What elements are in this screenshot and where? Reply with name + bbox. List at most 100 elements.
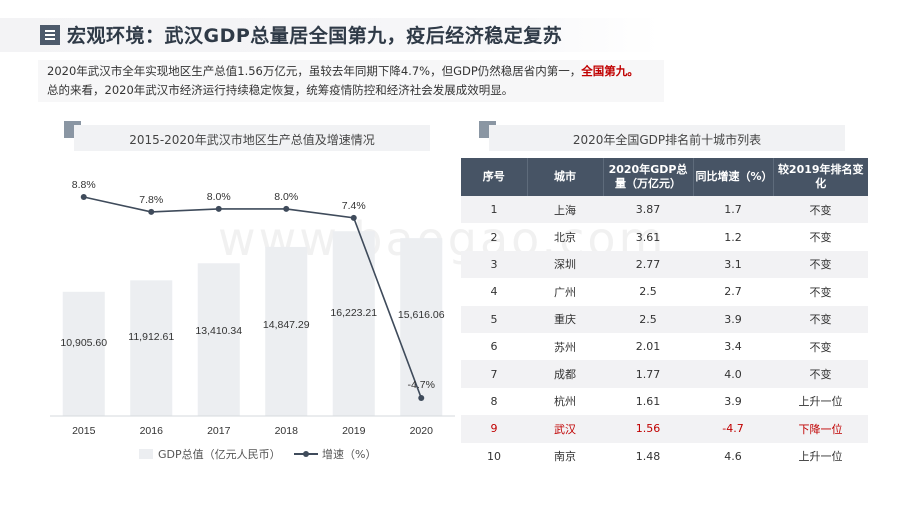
bar-value-label: 15,616.06: [398, 309, 445, 321]
growth-value-label: 8.0%: [207, 191, 231, 203]
cell-city: 苏州: [554, 340, 576, 354]
cell-city: 上海: [527, 196, 603, 224]
table-row: 7 成都 1.77 4.0 不变: [461, 360, 868, 388]
col-header-rank-change: 较2019年排名变化: [773, 158, 868, 196]
bar-value-label: 10,905.60: [60, 337, 107, 349]
summary-box: 2020年武汉市全年实现地区生产总值1.56万亿元，虽较去年同期下降4.7%，但…: [38, 60, 664, 102]
gdp-ranking-table: 序号 城市 2020年GDP总量（万亿元） 同比增速（%） 较2019年排名变化…: [461, 158, 868, 470]
cell-city: 深圳: [527, 250, 603, 279]
cell-city: 重庆: [527, 305, 603, 333]
x-tick-label: 2018: [275, 425, 299, 437]
x-tick-label: 2017: [207, 425, 231, 437]
table-row: 9 武汉 1.56 -4.7 下降一位: [461, 415, 868, 443]
cell-growth: 3.9: [724, 394, 742, 408]
col-header-city: 城市: [527, 158, 604, 196]
cell-city: 杭州: [554, 395, 576, 409]
legend-bar-label: GDP总值（亿元人民币）: [158, 448, 281, 461]
cell-gdp: 2.5: [603, 305, 693, 333]
cell-growth: 3.4: [724, 340, 742, 354]
cell-city: 广州: [554, 285, 576, 299]
table-row: 1 上海 3.87 1.7 不变: [461, 196, 868, 224]
cell-growth: 3.1: [693, 250, 773, 279]
cell-city: 南京: [554, 450, 576, 464]
summary-line-1-text: 2020年武汉市全年实现地区生产总值1.56万亿元，虽较去年同期下降4.7%，但…: [47, 64, 582, 78]
cell-gdp: 1.61: [635, 394, 661, 408]
cell-city: 武汉: [527, 415, 603, 443]
cell-rank: 5: [461, 305, 527, 333]
bar-value-label: 16,223.21: [330, 307, 377, 319]
cell-rank-change: 上升一位: [798, 395, 843, 409]
table-row: 3 深圳 2.77 3.1 不变: [461, 250, 868, 279]
bar: [62, 291, 105, 416]
cell-rank-change: 不变: [773, 196, 868, 224]
menu-icon: [40, 25, 60, 45]
growth-point: [350, 214, 357, 221]
cell-gdp: 2.77: [603, 250, 693, 279]
cell-growth: 2.7: [724, 285, 742, 299]
cell-rank: 10: [487, 449, 501, 463]
growth-value-label: 8.8%: [72, 179, 96, 191]
col-header-growth: 同比增速（%）: [693, 158, 774, 196]
chart-title-band: [74, 125, 430, 151]
growth-value-label: 7.8%: [139, 194, 163, 206]
cell-rank-change: 上升一位: [798, 450, 843, 464]
legend-line-label: 增速（%）: [322, 448, 377, 461]
cell-rank-change: 不变: [773, 360, 868, 388]
cell-city: 北京: [554, 231, 576, 245]
cell-rank: 6: [490, 340, 498, 354]
bar: [332, 231, 375, 416]
table-row: 5 重庆 2.5 3.9 不变: [461, 305, 868, 333]
growth-point: [148, 208, 155, 215]
bar-value-label: 13,410.34: [195, 325, 242, 337]
x-tick-label: 2015: [72, 425, 96, 437]
cell-growth: 1.2: [724, 230, 742, 244]
page-title: 宏观环境：武汉GDP总量居全国第九，疫后经济稳定复苏: [67, 25, 563, 47]
cell-growth: 4.6: [724, 449, 742, 463]
cell-gdp: 2.5: [639, 285, 657, 299]
cell-rank-change: 不变: [809, 340, 832, 354]
cell-rank: 4: [490, 285, 498, 299]
cell-gdp: 1.48: [635, 449, 661, 463]
cell-rank-change: 不变: [809, 231, 832, 245]
growth-point: [283, 205, 290, 212]
cell-growth: 1.7: [693, 196, 773, 224]
legend-line-marker: [303, 451, 309, 457]
bar: [265, 246, 308, 416]
summary-line-1: 2020年武汉市全年实现地区生产总值1.56万亿元，虽较去年同期下降4.7%，但…: [47, 63, 639, 79]
cell-rank-change: 不变: [773, 305, 868, 333]
cell-gdp: 1.77: [603, 360, 693, 388]
growth-value-label: 8.0%: [274, 191, 298, 203]
chart-title: 2015-2020年武汉市地区生产总值及增速情况: [129, 133, 375, 147]
table-title: 2020年全国GDP排名前十城市列表: [572, 133, 762, 147]
summary-line-2: 总的来看，2020年武汉市经济运行持续稳定恢复，统筹疫情防控和经济社会发展成效明…: [47, 83, 514, 97]
x-tick-label: 2016: [140, 425, 164, 437]
table-row: 4 广州 2.5 2.7 不变: [461, 278, 868, 305]
bar: [130, 280, 173, 416]
cell-growth: 4.0: [693, 360, 773, 388]
table-row: 10 南京 1.48 4.6 上升一位: [461, 443, 868, 470]
cell-rank-change: 下降一位: [773, 415, 868, 443]
x-tick-label: 2019: [342, 425, 366, 437]
table-row: 8 杭州 1.61 3.9 上升一位: [461, 388, 868, 415]
bar-value-label: 11,912.61: [128, 331, 174, 343]
cell-rank-change: 不变: [773, 250, 868, 279]
table-body: 1 上海 3.87 1.7 不变 2 北京 3.61 1.2 不变 3 深圳 2.77 3.1 不变 4 广州 2…: [461, 196, 868, 470]
cell-gdp: 1.56: [603, 415, 693, 443]
cell-gdp: 3.61: [635, 230, 661, 244]
table-row: 2 北京 3.61 1.2 不变: [461, 223, 868, 250]
table-row: 6 苏州 2.01 3.4 不变: [461, 333, 868, 360]
growth-point: [418, 395, 425, 401]
table-title-band: [489, 125, 845, 151]
col-header-gdp: 2020年GDP总量（万亿元）: [603, 158, 694, 196]
gdp-chart: 10,905.60 11,912.61 13,410.34 14,847.29 16,2…: [50, 179, 455, 437]
growth-point: [80, 194, 87, 200]
growth-point: [215, 205, 222, 212]
cell-growth: 3.9: [693, 305, 773, 333]
growth-line: [83, 196, 422, 399]
page-header: [0, 18, 660, 52]
cell-growth: -4.7: [693, 415, 773, 443]
cell-rank: 8: [490, 394, 498, 408]
cell-rank: 2: [490, 230, 498, 244]
cell-gdp: 3.87: [603, 196, 693, 224]
summary-highlight: 全国第九。: [581, 64, 639, 78]
